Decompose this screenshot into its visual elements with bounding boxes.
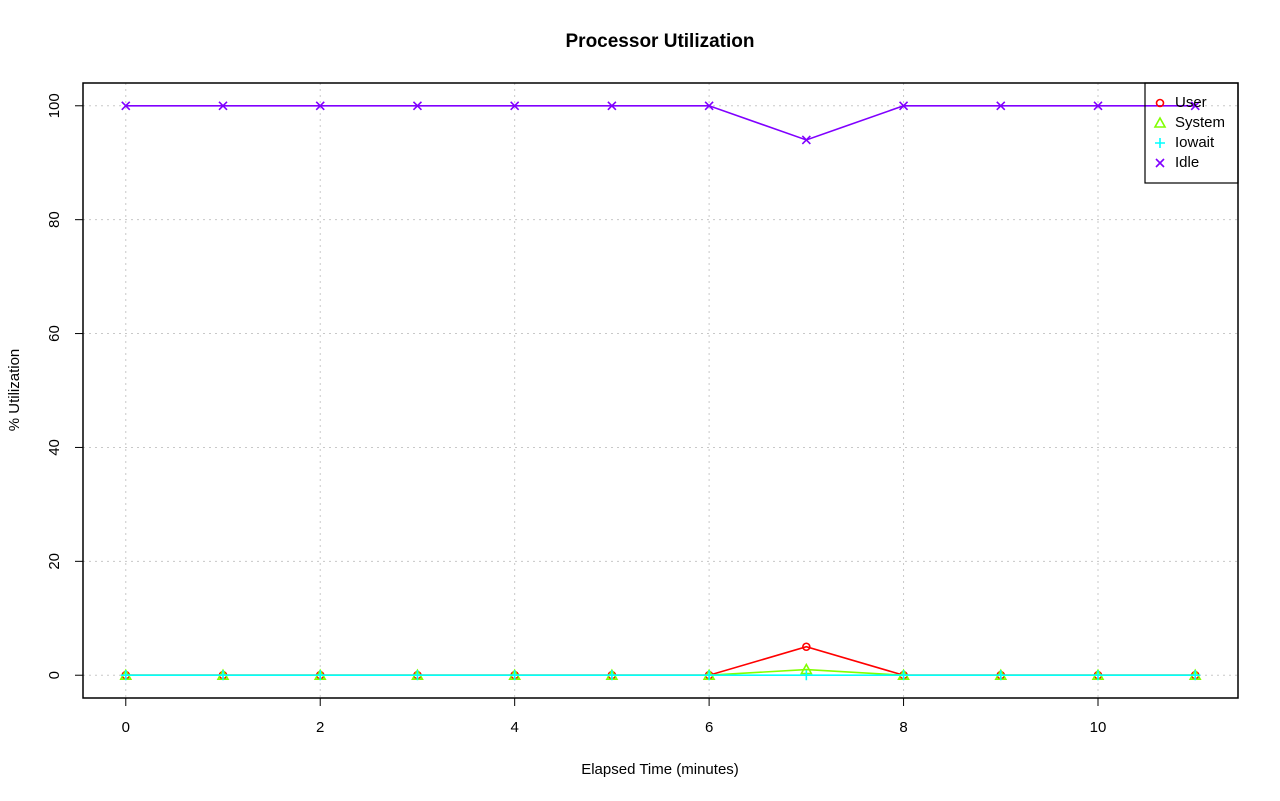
- marker: [801, 670, 812, 681]
- y-tick-label: 20: [46, 553, 63, 570]
- marker: [412, 670, 423, 681]
- marker: [1093, 101, 1103, 111]
- marker: [1190, 101, 1200, 111]
- marker: [607, 101, 617, 111]
- y-axis-label: % Utilization: [6, 349, 23, 432]
- y-tick-label: 0: [46, 671, 63, 679]
- marker: [1093, 670, 1103, 681]
- plot-frame: [82, 82, 1239, 699]
- y-tick-label: 80: [46, 211, 63, 228]
- series-line: [125, 645, 1196, 677]
- x-tick-label: 6: [705, 719, 713, 736]
- legend-label: Iowait: [1175, 134, 1215, 151]
- marker: [510, 101, 520, 111]
- marker: [996, 101, 1006, 111]
- legend-marker: [1155, 138, 1165, 148]
- legend-label: System: [1175, 114, 1225, 131]
- legend-marker: [1155, 98, 1165, 108]
- marker: [1190, 670, 1201, 681]
- y-tick-label: 100: [46, 93, 63, 118]
- chart-title: Processor Utilization: [566, 31, 755, 52]
- marker: [898, 670, 909, 681]
- marker: [802, 642, 811, 652]
- x-tick-label: 10: [1090, 719, 1107, 736]
- marker: [120, 670, 131, 681]
- marker: [509, 670, 520, 681]
- x-tick-label: 0: [122, 719, 130, 736]
- marker: [801, 135, 811, 145]
- series-line: [125, 104, 1196, 141]
- marker: [315, 101, 325, 111]
- marker: [218, 670, 228, 681]
- series-line: [125, 668, 1196, 677]
- marker: [704, 101, 714, 111]
- marker: [412, 101, 423, 111]
- legend-marker: [1155, 158, 1165, 168]
- marker: [704, 670, 715, 681]
- marker: [995, 670, 1006, 681]
- x-tick-label: 2: [316, 719, 324, 736]
- legend-box: [1144, 82, 1239, 184]
- marker: [606, 670, 617, 681]
- y-tick-label: 60: [46, 325, 63, 342]
- x-axis-label: Elapsed Time (minutes): [581, 761, 739, 778]
- marker: [218, 101, 228, 111]
- marker: [898, 101, 909, 111]
- legend-marker: [1153, 116, 1167, 128]
- legend-label: User: [1175, 94, 1207, 111]
- legend-label: Idle: [1175, 154, 1199, 171]
- marker: [121, 101, 131, 111]
- y-tick-label: 40: [46, 439, 63, 456]
- x-tick-label: 4: [510, 719, 518, 736]
- x-tick-label: 8: [899, 719, 907, 736]
- marker: [315, 670, 326, 681]
